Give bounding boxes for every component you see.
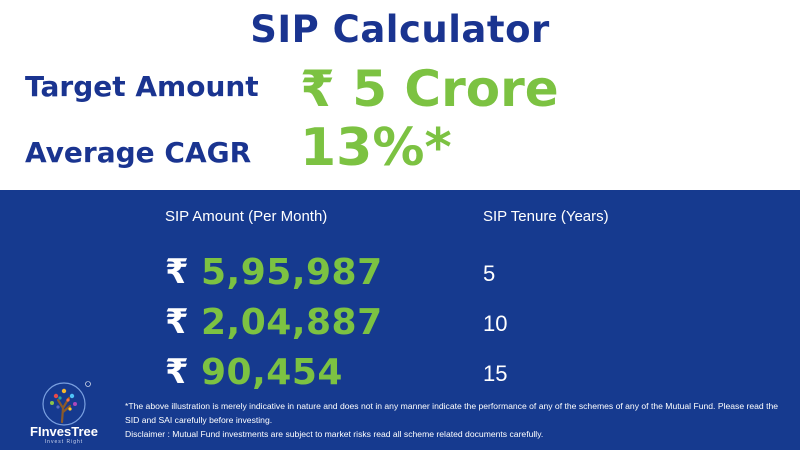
average-cagr-label: Average CAGR [25,136,252,169]
sip-amount-column-header: SIP Amount (Per Month) [165,208,328,225]
disclaimer: *The above illustration is merely indica… [125,399,790,441]
brand-name: FInvesTree [30,424,98,439]
sip-amount-value: 5,95,987 [201,252,383,293]
rupee-icon: ₹ [165,252,189,292]
rupee-icon: ₹ [165,302,189,342]
average-cagr-value: 13%* [300,118,452,178]
page-title: SIP Calculator [250,8,550,51]
sip-amount-value: 90,454 [201,352,343,393]
target-amount-label: Target Amount [25,70,259,103]
disclaimer-line-illustration: *The above illustration is merely indica… [125,401,779,425]
target-amount-value: ₹ 5 Crore [300,60,559,118]
sip-tenure-value: 15 [483,361,508,386]
sip-tenure-column-header: SIP Tenure (Years) [483,208,609,225]
sip-results-panel [0,190,800,450]
tree-globe-icon [42,381,91,426]
rupee-icon: ₹ [165,352,189,392]
sip-amount-value: 2,04,887 [201,302,383,343]
disclaimer-line-market-risk: Disclaimer : Mutual Fund investments are… [125,429,544,439]
brand-tagline: Invest Right [44,439,84,445]
sip-tenure-value: 5 [483,261,496,286]
sip-tenure-value: 10 [483,311,508,336]
